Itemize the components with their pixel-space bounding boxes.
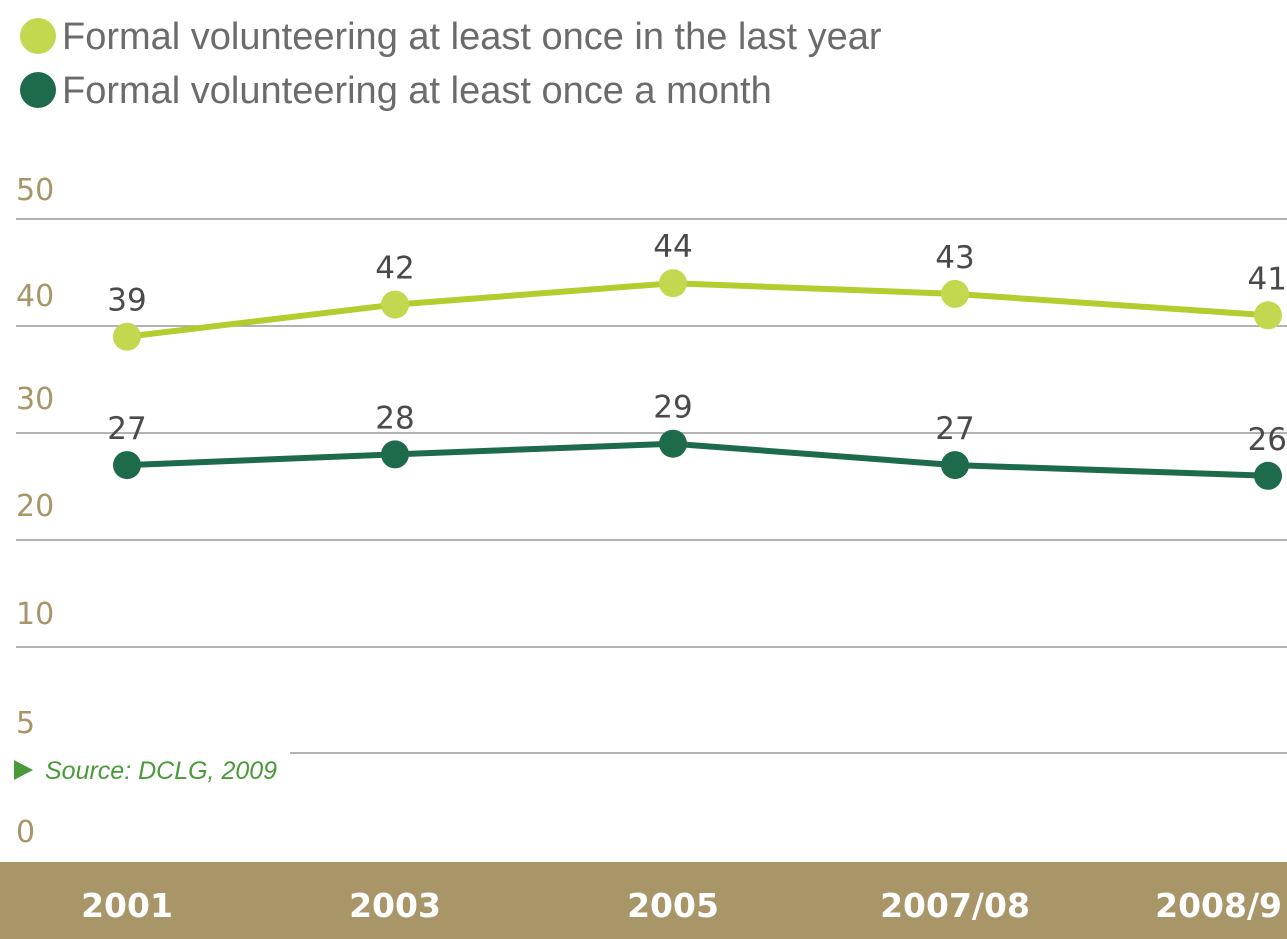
- y-tick-label: 0: [16, 815, 35, 850]
- legend-marker: [20, 18, 56, 54]
- data-point: [113, 451, 141, 480]
- data-label: 42: [375, 251, 414, 287]
- data-point: [659, 429, 687, 458]
- data-point: [381, 290, 409, 319]
- x-axis-band-bg: [0, 862, 1287, 939]
- chart-legend: Formal volunteering at least once in the…: [20, 16, 882, 112]
- legend-marker: [20, 72, 56, 108]
- series-1: 39 42 44 43 41: [107, 229, 1287, 351]
- data-label: 26: [1248, 422, 1287, 458]
- data-label: 43: [935, 240, 974, 276]
- data-label: 44: [653, 229, 692, 265]
- data-point: [941, 451, 969, 480]
- data-label: 29: [653, 390, 692, 426]
- data-point: [381, 440, 409, 469]
- y-tick-label: 50: [16, 173, 54, 208]
- y-tick-label: 20: [16, 489, 54, 524]
- x-tick-label: 2005: [627, 886, 719, 925]
- legend-label: Formal volunteering at least once in the…: [62, 16, 882, 58]
- x-tick-label: 2007/08: [880, 886, 1030, 925]
- data-point: [659, 269, 687, 298]
- series-line: [126, 280, 1269, 340]
- source-text: Source: DCLG, 2009: [45, 757, 277, 785]
- x-axis-band: 2001 2003 2005 2007/08 2008/9: [0, 862, 1287, 939]
- data-label: 39: [107, 283, 146, 319]
- y-tick-label: 10: [16, 597, 54, 632]
- gridlines: [16, 218, 1287, 754]
- data-point: [941, 279, 969, 308]
- data-label: 27: [935, 411, 974, 447]
- y-tick-label: 30: [16, 382, 54, 417]
- data-point: [113, 322, 141, 351]
- data-label: 27: [107, 411, 146, 447]
- y-tick-label: 40: [16, 279, 54, 314]
- x-tick-label: 2001: [81, 886, 173, 925]
- data-point: [1254, 461, 1282, 490]
- series-2: 27 28 29 27 26: [107, 390, 1287, 490]
- data-point: [1254, 301, 1282, 330]
- x-tick-label: 2008/9: [1155, 886, 1282, 925]
- series-line: [126, 440, 1269, 479]
- legend-label: Formal volunteering at least once a mont…: [62, 70, 772, 112]
- series-layer: 39 42 44 43 41 27 28 29 27 26: [107, 229, 1287, 490]
- y-axis-ticks: 0 5 10 20 30 40 50: [16, 173, 54, 850]
- y-tick-label: 5: [16, 706, 35, 741]
- source-arrow-icon: [14, 760, 33, 780]
- data-label: 41: [1248, 261, 1287, 297]
- source-note: Source: DCLG, 2009: [14, 757, 277, 785]
- data-label: 28: [375, 400, 414, 436]
- x-tick-label: 2003: [349, 886, 441, 925]
